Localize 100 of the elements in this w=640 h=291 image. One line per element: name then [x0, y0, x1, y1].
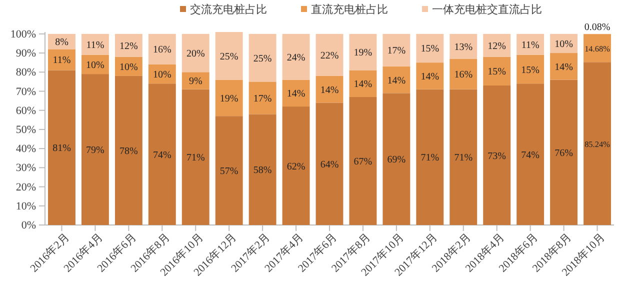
bar — [282, 34, 310, 80]
bar — [316, 76, 344, 103]
data-label: 14% — [354, 79, 372, 90]
bar — [114, 76, 142, 225]
bar — [516, 84, 544, 225]
data-label: 69% — [387, 154, 406, 166]
bar — [182, 89, 210, 225]
y-tick-label: 90% — [16, 48, 36, 60]
bar — [483, 86, 511, 225]
y-tick-label: 80% — [16, 66, 36, 79]
legend-label: 直流充电桩占比 — [311, 3, 388, 16]
bar — [483, 56, 511, 86]
data-label: 62% — [286, 161, 306, 172]
data-label: 17% — [387, 46, 406, 57]
data-label: 10% — [86, 60, 104, 71]
data-label: 78% — [120, 146, 138, 157]
bar — [382, 34, 410, 66]
data-label: 16% — [152, 44, 172, 56]
bar — [316, 102, 344, 225]
data-label: 12% — [488, 40, 506, 52]
data-label: 25% — [253, 53, 272, 64]
bar — [516, 54, 544, 84]
y-tick-label: 0% — [21, 220, 36, 232]
y-tick-label: 10% — [16, 200, 36, 212]
data-label: 85.24% — [584, 140, 610, 150]
bar — [81, 34, 109, 55]
y-tick-label: 30% — [16, 162, 36, 174]
y-tick-label: 40% — [16, 143, 36, 156]
data-label: 16% — [454, 70, 473, 81]
y-tick-label: 100% — [10, 28, 36, 40]
data-label: 19% — [354, 48, 372, 59]
bar — [584, 34, 611, 62]
data-label: 14% — [387, 75, 406, 86]
data-label: 14% — [286, 88, 306, 100]
data-label: 15% — [488, 66, 506, 78]
data-label: 11% — [86, 40, 104, 51]
data-label: 22% — [320, 50, 339, 62]
bar — [248, 34, 276, 82]
data-label: 74% — [152, 150, 172, 161]
legend-label: 一体充电桩交直流占比 — [432, 3, 542, 16]
data-label: 11% — [52, 55, 71, 66]
data-label: 79% — [86, 145, 104, 156]
bar — [215, 116, 243, 225]
bar — [550, 80, 578, 225]
data-label: 9% — [188, 76, 202, 88]
data-label: 15% — [521, 64, 540, 76]
data-label: 15% — [420, 44, 440, 55]
data-label: 14% — [420, 71, 440, 82]
y-tick-label: 60% — [16, 104, 36, 117]
data-label: 64% — [320, 159, 339, 170]
data-label: 67% — [354, 156, 372, 168]
bar — [450, 58, 478, 90]
bar — [416, 62, 444, 90]
bar — [483, 34, 511, 57]
data-label: 10% — [554, 38, 573, 50]
data-label: 10% — [120, 62, 138, 73]
data-label: 71% — [420, 152, 440, 164]
bar — [182, 72, 210, 90]
bar — [48, 49, 76, 70]
bar — [349, 70, 377, 97]
data-label: 74% — [521, 150, 540, 161]
y-tick-label: 70% — [16, 86, 36, 98]
data-label: 8% — [55, 37, 68, 48]
bar — [550, 53, 578, 80]
data-label: 76% — [554, 148, 573, 159]
data-label: 11% — [521, 40, 540, 51]
y-tick-label: 20% — [16, 181, 36, 194]
bar — [248, 114, 276, 225]
data-label: 10% — [152, 70, 172, 81]
bar — [48, 70, 76, 225]
data-label: 57% — [220, 166, 238, 178]
bar — [382, 93, 410, 225]
data-label: 14% — [554, 62, 573, 73]
bar — [248, 82, 276, 114]
data-label: 20% — [186, 48, 205, 60]
data-label: 24% — [286, 52, 306, 64]
data-label: 13% — [454, 42, 473, 53]
data-label: 71% — [186, 152, 205, 164]
bar — [349, 96, 377, 225]
data-label: 14% — [320, 84, 339, 96]
bar — [450, 89, 478, 225]
bar — [215, 32, 243, 80]
data-label: 17% — [253, 93, 272, 104]
data-label: 25% — [220, 51, 238, 62]
bar — [282, 106, 310, 225]
data-label: 14.68% — [584, 44, 610, 54]
y-tick-label: 50% — [16, 124, 36, 136]
data-label: 0.08% — [584, 22, 610, 33]
data-label: 73% — [488, 150, 506, 162]
bar — [516, 34, 544, 55]
legend-label: 交流充电桩占比 — [190, 3, 267, 16]
bar — [416, 89, 444, 225]
bar — [282, 80, 310, 107]
bar — [450, 34, 478, 59]
bar — [316, 34, 344, 76]
data-label: 19% — [220, 93, 238, 104]
bar — [148, 34, 176, 64]
bar — [215, 80, 243, 116]
bar — [584, 62, 611, 225]
bar — [81, 74, 109, 225]
